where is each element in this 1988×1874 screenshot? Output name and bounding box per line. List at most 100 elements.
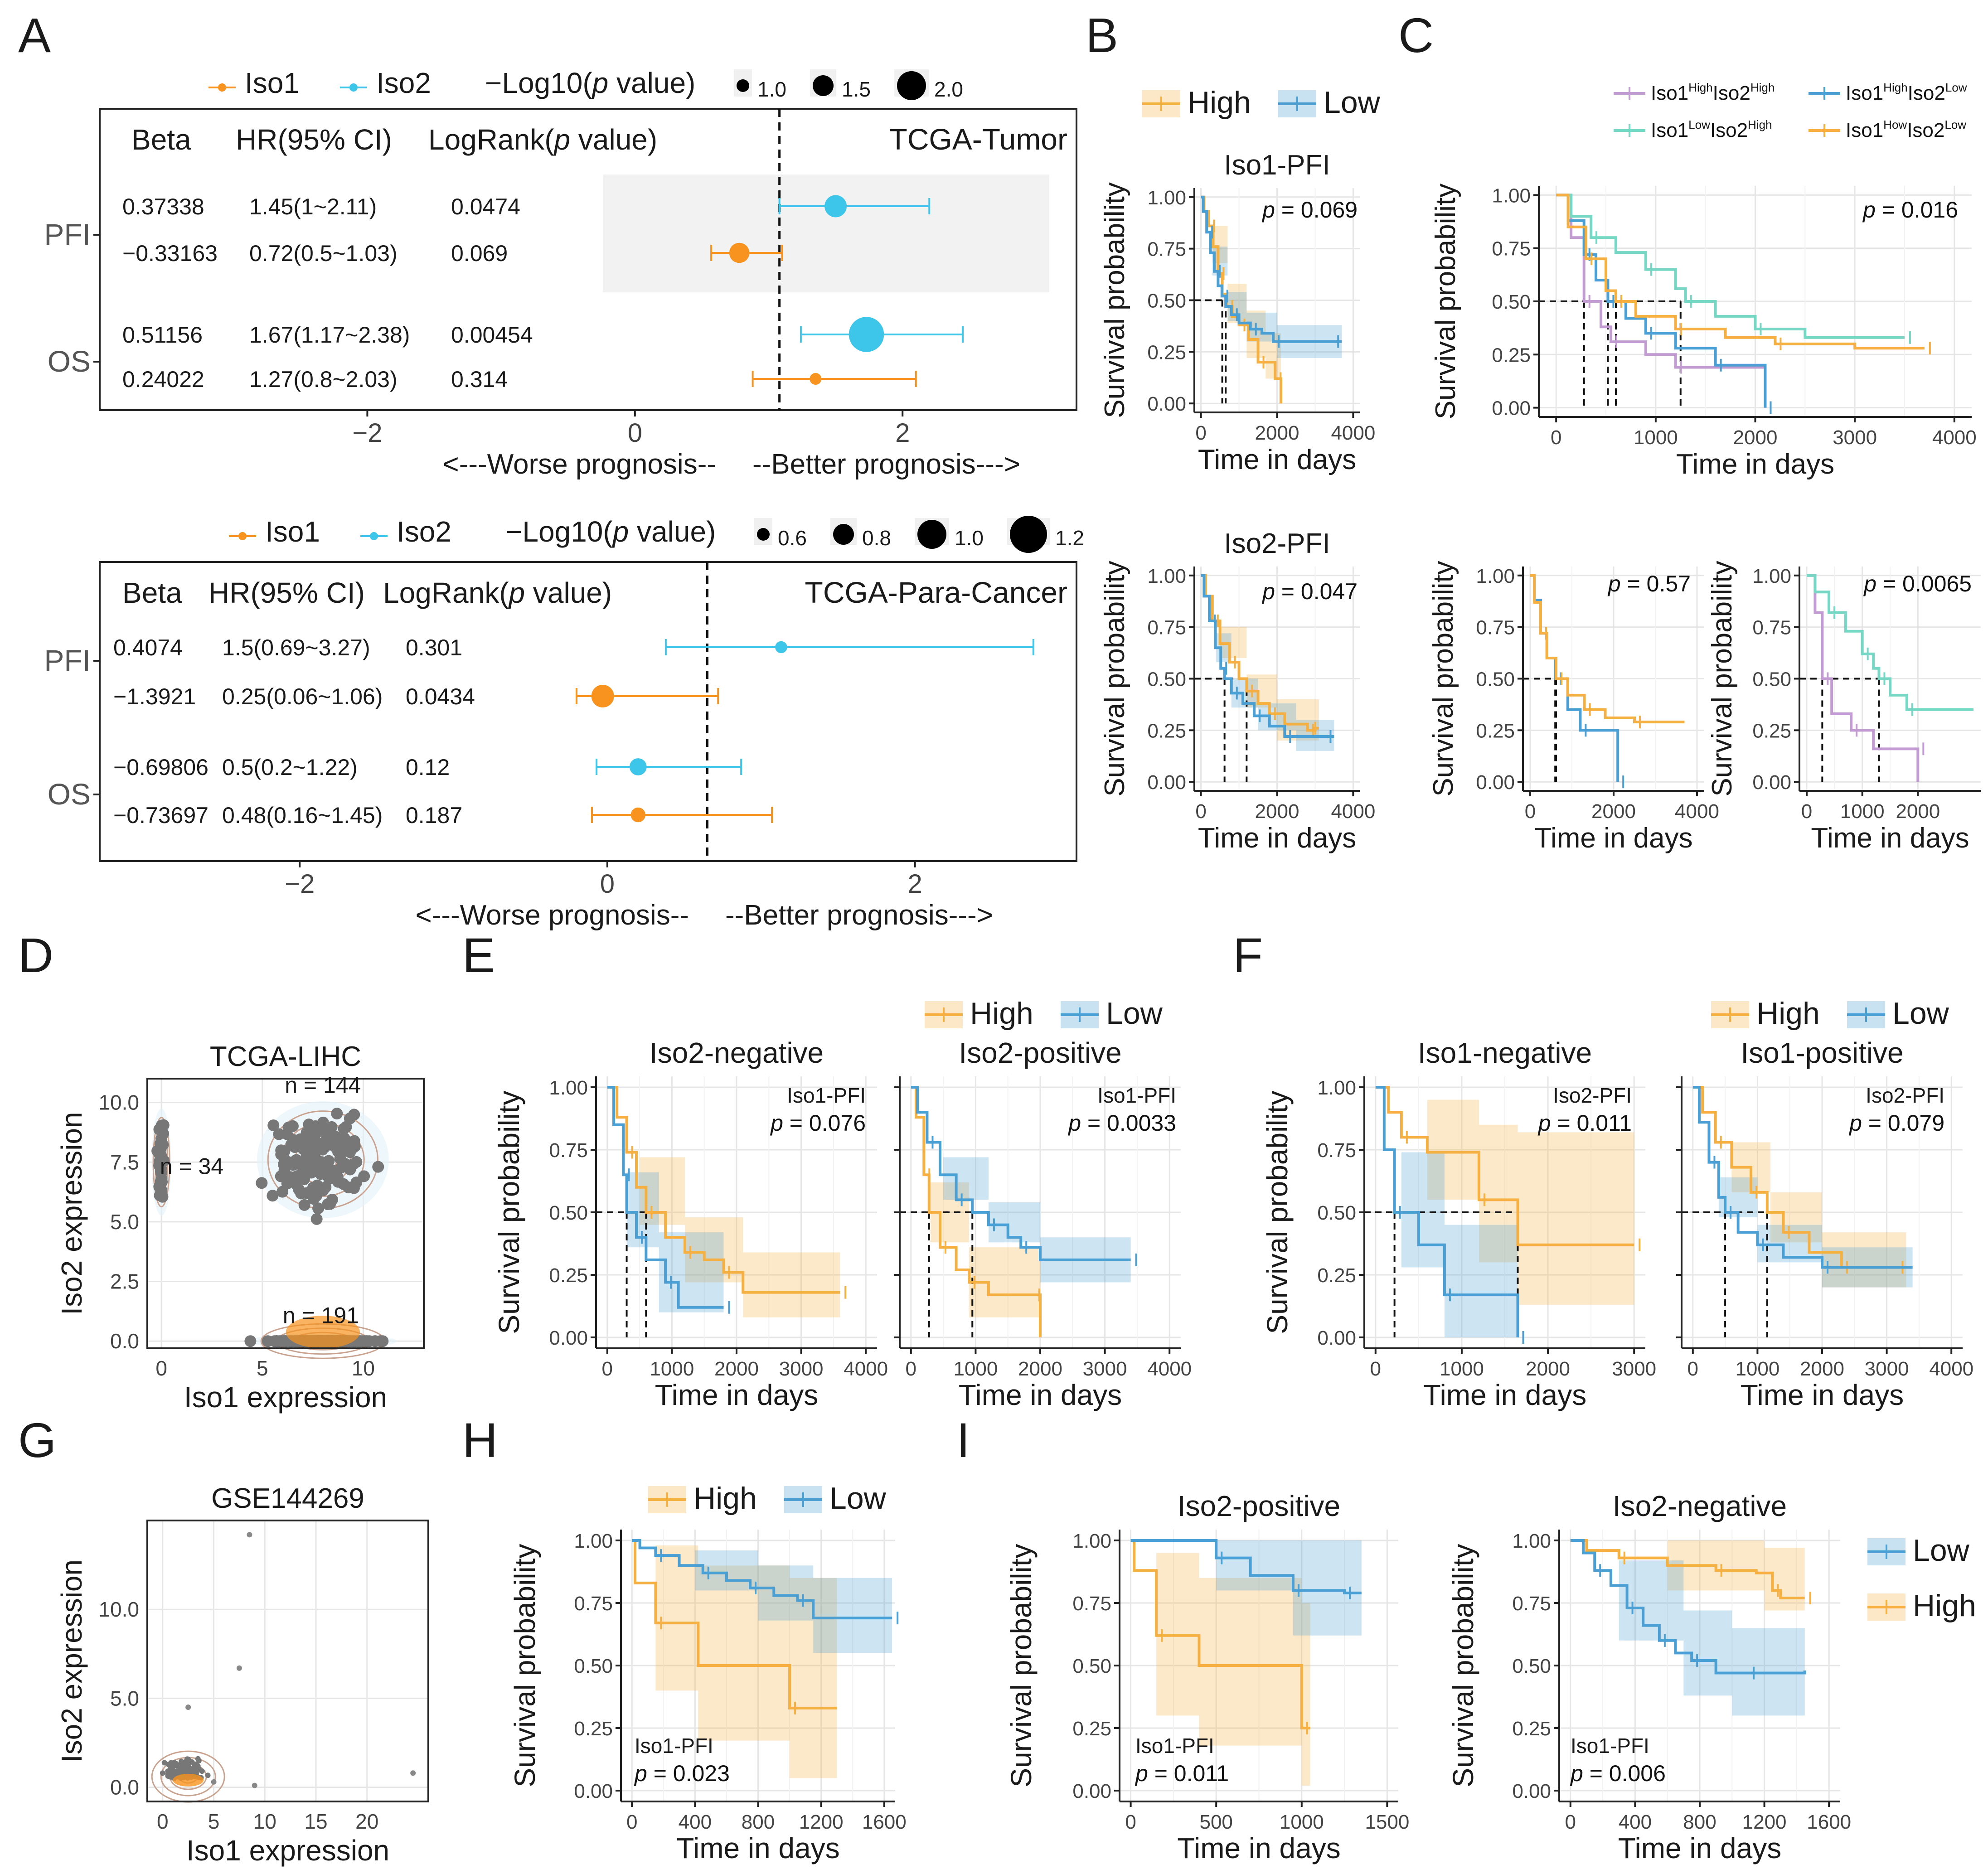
- data-point: [165, 1773, 171, 1779]
- y-tick-label: 0.25: [1147, 720, 1186, 742]
- row-hr: 0.5(0.2~1.22): [222, 755, 358, 780]
- data-point: [279, 1154, 291, 1166]
- data-point: [291, 1176, 304, 1188]
- x-tick-label: 3000: [1865, 1358, 1909, 1380]
- data-point: [169, 1769, 175, 1775]
- legend-label-part: Iso1: [1846, 82, 1883, 104]
- data-point: [303, 1119, 315, 1131]
- x-tick-label: 500: [1199, 1811, 1232, 1833]
- data-point: [291, 1155, 303, 1167]
- plot-title: TCGA-LIHC: [210, 1041, 361, 1072]
- x-tick-label: 3000: [1083, 1358, 1127, 1380]
- p-value-label: p = 0.069: [1261, 197, 1358, 223]
- column-header-logrank-part: p: [553, 123, 571, 156]
- panel-label-c: C: [1398, 8, 1434, 63]
- y-axis-label: Survival probability: [1447, 1544, 1479, 1787]
- p-value-text: = 0.011: [1148, 1761, 1229, 1786]
- legend-size-label: 1.5: [842, 77, 871, 101]
- legend-label-part: Low: [1945, 81, 1967, 94]
- km-legend-i2: Low High: [1867, 1533, 1976, 1623]
- x-tick-label: 1000: [1634, 426, 1678, 449]
- estimate-point: [824, 195, 847, 218]
- forest-frame: [99, 561, 1077, 862]
- x-tick-label: 2000: [1800, 1358, 1844, 1380]
- outlier-point: [410, 1770, 416, 1776]
- data-point: [294, 1133, 306, 1145]
- x-tick-label: 4000: [844, 1358, 888, 1380]
- p-value-symbol: p: [1848, 1110, 1862, 1136]
- ci-band-low: [607, 1087, 724, 1337]
- x-tick-label: 2000: [1526, 1358, 1570, 1380]
- legend-size-label: 0.8: [862, 526, 891, 550]
- x-tick-label: 4000: [1932, 426, 1977, 449]
- y-tick-label: 0.25: [1476, 720, 1515, 742]
- x-axis-label: Time in days: [1811, 823, 1969, 854]
- data-point: [298, 1199, 310, 1211]
- ci-band-high: [632, 1540, 837, 1778]
- km-curve-iso1lowiso2low: [1530, 574, 1685, 724]
- plot-title: Iso2-negative: [650, 1036, 824, 1069]
- legend-size-title-part: −Log10(: [505, 515, 613, 548]
- p-value-symbol: p: [1570, 1761, 1583, 1786]
- row-pvalue: 0.187: [406, 803, 462, 828]
- legend-label-part: High: [1883, 81, 1907, 94]
- x-tick-label: 10: [352, 1356, 375, 1380]
- outlier-point: [211, 1779, 217, 1785]
- km-plot-f2: 0 1000 2000 3000 4000 Time in days Iso1-positi…: [1676, 1036, 1973, 1411]
- x-axis-label: Time in days: [1198, 444, 1356, 475]
- y-tick-label: 1.00: [1147, 187, 1186, 209]
- outlier-point: [247, 1532, 252, 1538]
- row-hr: 0.48(0.16~1.45): [222, 803, 383, 828]
- y-tick-label: 0.00: [1072, 1780, 1111, 1802]
- legend-label-high: High: [1756, 996, 1820, 1031]
- legend-key-iso1-dot: [238, 532, 247, 540]
- x-label-better: --Better prognosis--->: [725, 900, 993, 931]
- km-curve-high: [632, 1539, 837, 1709]
- row-hr: 0.72(0.5~1.03): [249, 241, 398, 266]
- km-plot-i2: 0 400 800 1200 1600 0.00 0.25 0.50 0.75 1.00 Time …: [1447, 1490, 1851, 1864]
- plot-title: Iso2-positive: [1178, 1490, 1340, 1522]
- group-label-pfi: PFI: [44, 644, 91, 677]
- km-curve-low: [1570, 1539, 1806, 1675]
- y-tick-label: 0.0: [110, 1329, 139, 1353]
- y-tick-label: 1.00: [574, 1530, 613, 1552]
- p-value-text: = 0.57: [1621, 571, 1691, 596]
- ci-band-low: [1692, 1087, 1913, 1293]
- group-label-os: OS: [48, 344, 91, 378]
- p-value-label: p = 0.016: [1862, 197, 1958, 223]
- forest-row: 0.24022 1.27(0.8~2.03) 0.314: [122, 367, 917, 392]
- outlier-point: [185, 1705, 191, 1710]
- forest-title: TCGA-Tumor: [889, 122, 1067, 156]
- outlier-point: [252, 1782, 257, 1788]
- data-point: [154, 1143, 166, 1155]
- row-pvalue: 0.0474: [451, 194, 520, 219]
- legend-size-label: 1.0: [955, 526, 984, 550]
- x-tick-label: 0: [1687, 1358, 1698, 1380]
- p-value-text: = 0.076: [783, 1110, 866, 1136]
- km-plot-f1: 0 1000 2000 3000 0.00 0.25 0.50 0.75 1.00 Time in…: [1261, 1036, 1656, 1411]
- panel-label-a: A: [18, 8, 51, 63]
- data-point: [153, 1123, 165, 1136]
- y-tick-label: 0.25: [1317, 1264, 1356, 1287]
- ci-band-high: [1201, 197, 1281, 393]
- forest-title: TCGA-Para-Cancer: [805, 576, 1067, 609]
- group-label-os: OS: [48, 777, 91, 811]
- y-tick-label: 0.75: [1476, 617, 1515, 639]
- legend-size-label: 1.0: [757, 77, 786, 101]
- forest-legend: Iso1 Iso2 −Log10(p value) 0.6 0.8 1.0 1.2: [229, 515, 1084, 553]
- x-tick-label: 1000: [953, 1358, 998, 1380]
- column-header-logrank-part: LogRank(: [383, 576, 509, 609]
- y-tick-label: 0.75: [1072, 1593, 1111, 1615]
- x-tick-label: 1200: [1742, 1811, 1787, 1833]
- forest-row: −0.73697 0.48(0.16~1.45) 0.187: [113, 803, 773, 828]
- legend-size-title: −Log10(p value): [505, 515, 716, 548]
- y-axis-label: Survival probability: [509, 1544, 541, 1787]
- y-tick-label: 1.00: [1492, 184, 1531, 207]
- legend-size-key-0: [757, 528, 770, 541]
- estimate-point: [775, 641, 787, 654]
- legend-label-high: High: [970, 996, 1033, 1031]
- x-tick-label: 0: [1195, 800, 1206, 823]
- estimate-point: [630, 807, 646, 823]
